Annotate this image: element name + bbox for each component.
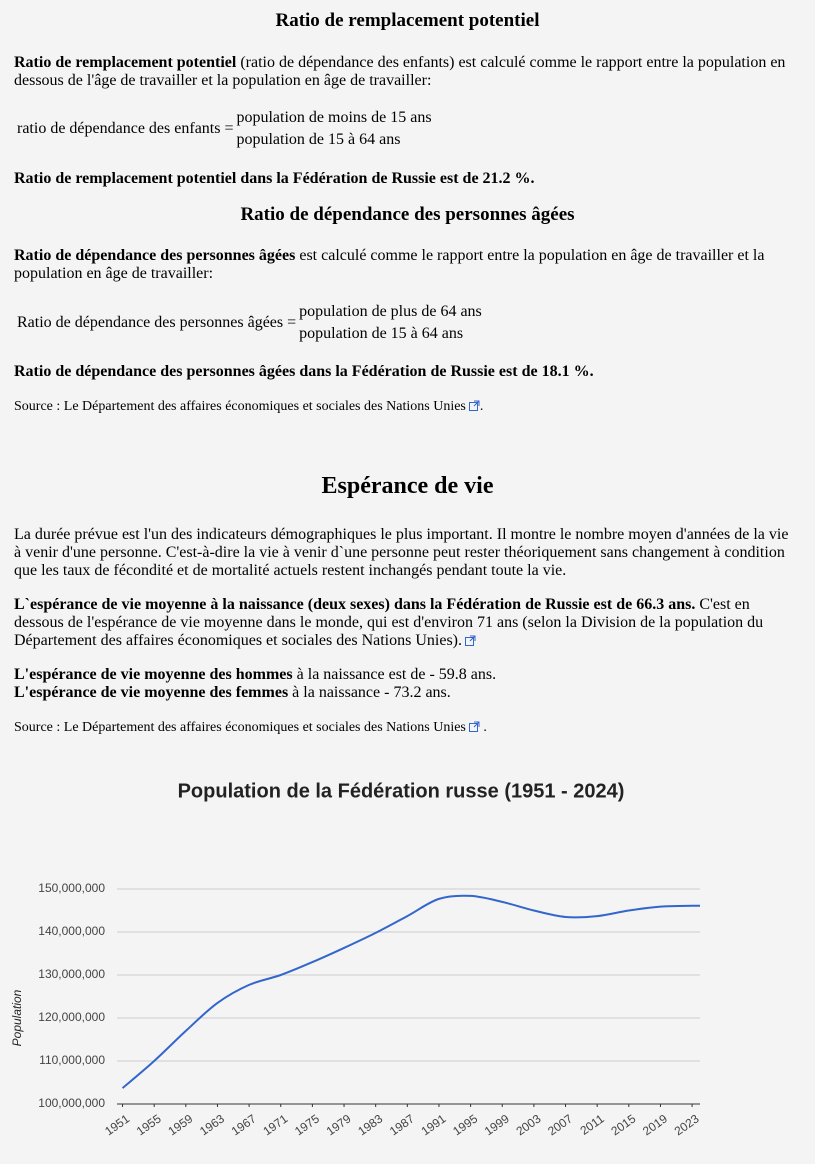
external-link-icon[interactable] — [465, 635, 476, 646]
x-tick-label: 1987 — [387, 1111, 417, 1138]
bold-term: L'espérance de vie moyenne des hommes — [14, 666, 293, 683]
bold-term: L'espérance de vie moyenne des femmes — [14, 684, 289, 701]
y-tick-label: 100,000,000 — [38, 1096, 105, 1110]
source-text: Source : Le Département des affaires éco… — [14, 720, 466, 735]
punctuation: . — [479, 399, 484, 414]
x-tick-label: 1991 — [419, 1111, 449, 1138]
source-text: Source : Le Département des affaires éco… — [14, 399, 466, 414]
y-tick-label: 110,000,000 — [39, 1053, 105, 1067]
x-tick-label: 1983 — [355, 1111, 385, 1138]
external-link-icon[interactable] — [468, 721, 480, 732]
x-tick-label: 1995 — [450, 1111, 480, 1138]
x-tick-label: 1999 — [482, 1111, 512, 1138]
denominator: population de 15 à 64 ans — [236, 131, 401, 148]
x-tick-label: 1975 — [292, 1111, 322, 1138]
y-tick-label: 130,000,000 — [38, 967, 105, 981]
paragraph: Ratio de dépendance des personnes âgées … — [14, 247, 799, 283]
text: à la naissance - 73.2 ans. — [292, 684, 451, 701]
formula: ratio de dépendance des enfants = popula… — [14, 107, 799, 151]
y-tick-label: 120,000,000 — [38, 1010, 105, 1024]
x-tick-label: 2023 — [672, 1111, 702, 1138]
paragraph: La durée prévue est l'un des indicateurs… — [14, 526, 789, 579]
numerator: population de plus de 64 ans — [299, 303, 482, 320]
paragraph: Ratio de remplacement potentiel (ratio d… — [14, 54, 799, 90]
x-tick-label: 2019 — [640, 1111, 670, 1138]
chart: Population de la Fédération russe (1951 … — [10, 780, 702, 1138]
section-title: Ratio de remplacement potentiel — [275, 10, 540, 31]
formula: Ratio de dépendance des personnes âgées … — [14, 301, 799, 345]
denominator: population de 15 à 64 ans — [299, 325, 464, 342]
result: Ratio de dépendance des personnes âgées … — [14, 363, 594, 380]
x-tick-label: 2003 — [514, 1111, 544, 1138]
source: Source : Le Département des affaires éco… — [14, 719, 799, 737]
y-tick-label: 140,000,000 — [38, 924, 105, 938]
x-tick-label: 1963 — [197, 1111, 227, 1138]
x-tick-label: 1955 — [134, 1111, 164, 1138]
section-title: Ratio de dépendance des personnes âgées — [240, 204, 575, 225]
text: C'est en dessous de l'espérance de vie m… — [14, 596, 764, 649]
x-tick-label: 1967 — [229, 1111, 259, 1138]
bold-term: L`espérance de vie moyenne à la naissanc… — [14, 596, 696, 613]
text: (ratio de dépendance des enfants) est ca… — [14, 54, 786, 89]
text: est calculé comme le rapport entre la po… — [14, 247, 765, 282]
punctuation: . — [483, 720, 487, 735]
x-tick-label: 2007 — [545, 1111, 575, 1138]
data-line — [121, 894, 701, 1089]
x-tick-label: 1979 — [324, 1111, 354, 1138]
formula-label: ratio de dépendance des enfants = — [17, 120, 234, 137]
x-tick-label: 1971 — [260, 1111, 290, 1138]
section-title: Espérance de vie — [321, 473, 494, 499]
numerator: population de moins de 15 ans — [236, 109, 432, 126]
external-link-icon[interactable] — [468, 400, 480, 411]
bold-term: Ratio de dépendance des personnes âgées — [14, 247, 296, 264]
source: Source : Le Département des affaires éco… — [14, 398, 799, 416]
y-axis-label: Population — [10, 989, 24, 1046]
result: Ratio de remplacement potentiel dans la … — [14, 170, 535, 187]
bold-term: Ratio de remplacement potentiel — [14, 54, 237, 71]
x-tick-label: 1959 — [165, 1111, 195, 1138]
x-tick-label: 1951 — [102, 1111, 132, 1138]
x-tick-label: 2015 — [608, 1111, 638, 1138]
paragraph: L`espérance de vie moyenne à la naissanc… — [14, 596, 799, 650]
text: à la naissance est de - 59.8 ans. — [296, 666, 497, 683]
paragraph: L'espérance de vie moyenne des hommes à … — [14, 666, 799, 702]
formula-label: Ratio de dépendance des personnes âgées … — [17, 314, 297, 331]
y-tick-label: 150,000,000 — [38, 881, 105, 895]
chart-title: Population de la Fédération russe (1951 … — [178, 780, 625, 802]
x-tick-label: 2011 — [578, 1111, 607, 1137]
